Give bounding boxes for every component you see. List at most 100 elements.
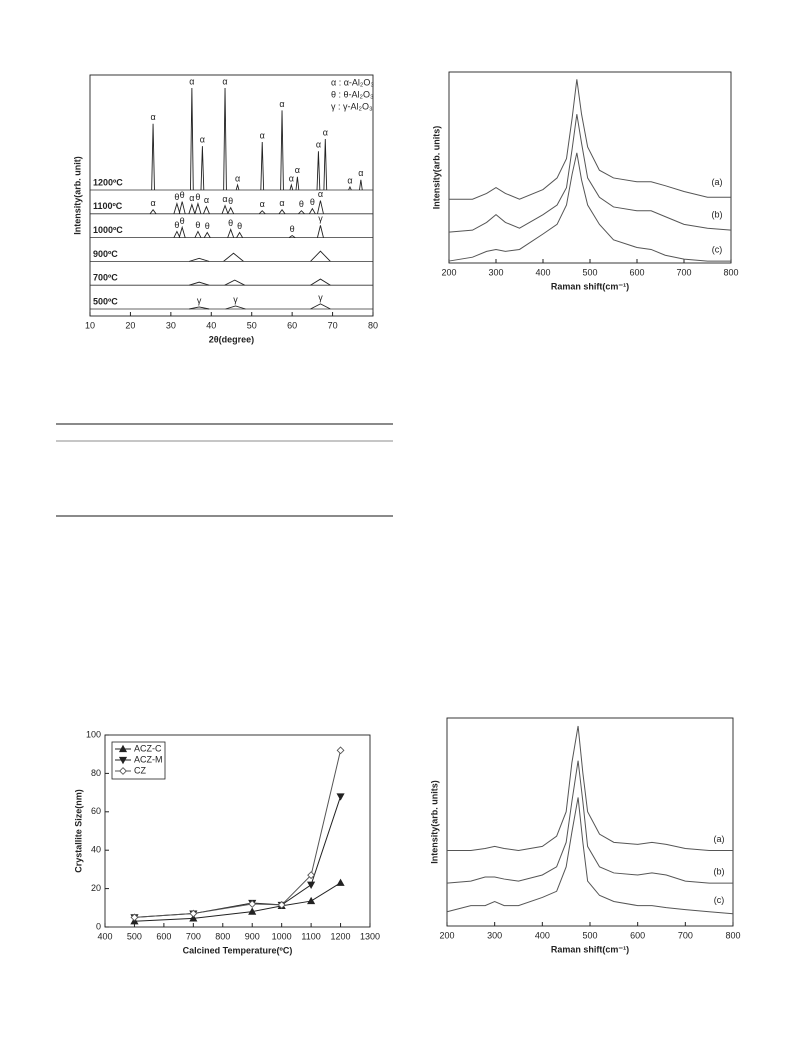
- x-tick-label: 50: [247, 320, 257, 330]
- x-tick-label: 30: [166, 320, 176, 330]
- x-axis-label: 2θ(degree): [209, 334, 254, 344]
- plot-frame: [446, 717, 734, 927]
- peak-label: α: [150, 198, 155, 208]
- peak-label: γ: [233, 294, 238, 304]
- x-tick-label: 400: [535, 267, 550, 277]
- peak: [200, 146, 205, 191]
- peak-label: θ: [228, 218, 233, 228]
- peak: [308, 207, 316, 215]
- x-tick-label: 300: [488, 267, 503, 277]
- peak: [289, 183, 294, 191]
- peak: [203, 231, 211, 238]
- x-tick-label: 600: [156, 931, 171, 941]
- peak: [258, 210, 266, 215]
- x-axis-label: Raman shift(cm⁻¹): [551, 944, 629, 954]
- peak-label: θ: [174, 220, 179, 230]
- x-tick-label: 80: [368, 320, 378, 330]
- x-tick-label: 500: [582, 930, 597, 940]
- peak-label: θ: [310, 197, 315, 207]
- legend-label: CZ: [134, 765, 146, 775]
- peak-label: α: [289, 173, 294, 183]
- peak: [221, 204, 229, 214]
- marker: [277, 900, 286, 909]
- trace-label: 1100ºC: [93, 201, 123, 211]
- peak: [189, 281, 210, 286]
- x-tick-label: 40: [206, 320, 216, 330]
- peak: [149, 208, 157, 215]
- peak: [323, 138, 328, 191]
- series-label: (a): [712, 177, 723, 187]
- peak-label: θ: [180, 190, 185, 200]
- y-tick-label: 40: [91, 845, 101, 855]
- peak: [310, 250, 331, 262]
- marker: [118, 756, 128, 765]
- x-tick-label: 700: [678, 930, 693, 940]
- peak-label: θ: [299, 199, 304, 209]
- y-tick-label: 80: [91, 768, 101, 778]
- peak-label: θ: [174, 192, 179, 202]
- marker: [307, 881, 316, 889]
- x-tick-label: 400: [97, 931, 112, 941]
- peak: [317, 200, 324, 214]
- series-line: [134, 750, 342, 918]
- peak-label: γ: [197, 295, 202, 305]
- y-axis-label: Intensity(arb. units): [431, 126, 441, 210]
- x-tick-label: 1100: [301, 931, 320, 941]
- peak-label: α: [318, 189, 323, 199]
- peak-label: α: [222, 76, 227, 86]
- peak-label: α: [347, 175, 352, 185]
- x-tick-label: 600: [629, 267, 644, 277]
- x-tick-label: 70: [328, 320, 338, 330]
- peak: [236, 231, 243, 238]
- peak-label: α: [279, 99, 284, 109]
- peak: [189, 306, 210, 310]
- plot-frame: [448, 71, 732, 264]
- spectrum-line: [446, 760, 733, 884]
- peak: [190, 87, 194, 191]
- trace-label: 900ºC: [93, 249, 118, 259]
- peak-label: θ: [290, 224, 295, 234]
- peak: [310, 278, 331, 286]
- x-axis-label: Raman shift(cm⁻¹): [551, 281, 629, 291]
- peak: [225, 305, 246, 310]
- x-tick-label: 200: [441, 267, 456, 277]
- peak: [280, 110, 284, 191]
- peak-label: α: [316, 140, 321, 150]
- series-line: [134, 796, 342, 918]
- peak-label: γ: [318, 214, 323, 224]
- peak: [178, 225, 186, 238]
- peak: [194, 230, 202, 238]
- peak: [288, 235, 296, 238]
- x-tick-label: 500: [582, 267, 597, 277]
- series-label: (b): [714, 866, 725, 876]
- peak-label: θ: [195, 192, 200, 202]
- peak-label: α: [260, 130, 265, 140]
- x-tick-label: 900: [245, 931, 260, 941]
- peak-label: α: [204, 195, 209, 205]
- peak-label: α: [200, 135, 205, 145]
- legend-entry: γ : γ-Al₂O₃: [331, 101, 373, 111]
- y-axis-label: Crystallite Size(nm): [73, 789, 83, 873]
- peak-label: θ: [228, 196, 233, 206]
- series-label: (c): [714, 895, 725, 905]
- marker: [336, 746, 345, 755]
- peak: [194, 202, 202, 214]
- peak: [173, 230, 181, 238]
- peak: [224, 279, 245, 286]
- peak-label: α: [295, 165, 300, 175]
- series-label: (a): [714, 834, 725, 844]
- peak-label: α: [323, 127, 328, 137]
- marker: [119, 767, 127, 775]
- marker: [307, 896, 316, 905]
- x-tick-label: 1300: [360, 931, 380, 941]
- peak-label: α: [358, 168, 363, 178]
- peak: [278, 208, 286, 215]
- peak-label: α: [279, 198, 284, 208]
- peak: [178, 201, 186, 214]
- peak-label: α: [235, 173, 240, 183]
- x-tick-label: 600: [630, 930, 645, 940]
- x-axis-label: Calcined Temperature(ºC): [183, 945, 293, 955]
- x-tick-label: 800: [725, 930, 740, 940]
